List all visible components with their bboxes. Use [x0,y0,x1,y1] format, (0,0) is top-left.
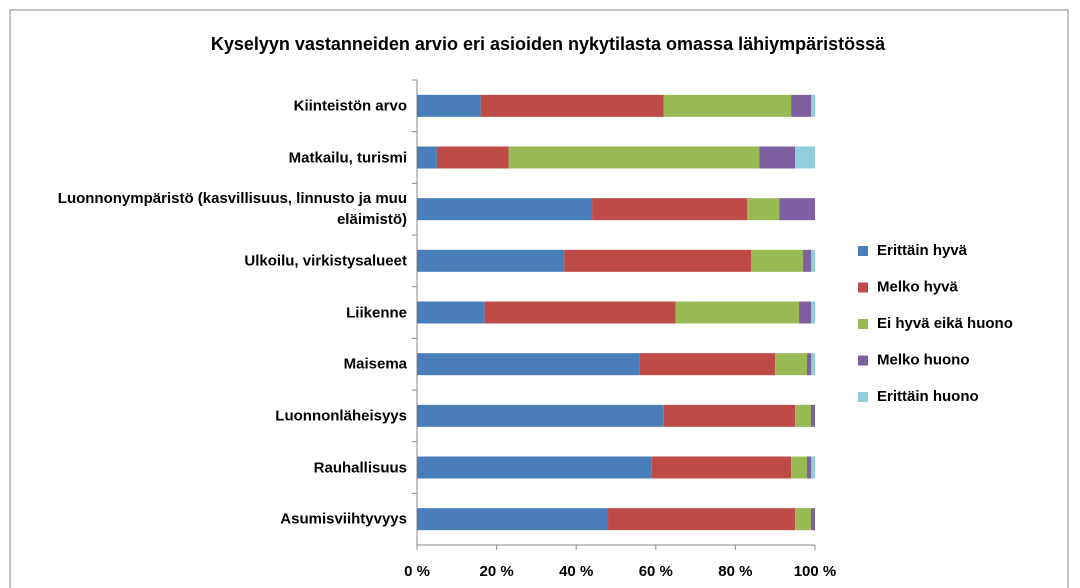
bar-segment [807,456,812,479]
y-tick-label: Kiinteistön arvo [293,97,407,115]
bar-segment [799,301,812,324]
bar-segment [608,508,796,531]
bar-segment [663,94,792,117]
bar-segment [803,249,812,272]
bar-segment [779,198,815,221]
bar-segment [811,404,815,427]
bar-segment [436,146,509,169]
bar-segment [747,198,780,221]
bar-segment [564,249,752,272]
bar-segment [811,94,815,117]
bar-segment [791,456,808,479]
bar-segment [417,146,437,169]
bar-segment [791,94,812,117]
bar-segment [508,146,760,169]
legend-swatch [858,355,868,366]
x-tick-label: 0 % [404,563,430,580]
bar-segment [811,301,815,324]
legend-swatch [858,319,868,329]
bar-segment [484,301,676,324]
y-tick-label: Ulkoilu, virkistysalueet [244,252,407,270]
bar-segment [417,94,481,117]
legend-swatch [858,282,868,293]
legend-swatch [858,246,868,256]
chart-title: Kyselyyn vastanneiden arvio eri asioiden… [211,34,886,54]
bar-segment [417,404,664,427]
y-tick-label: Maisema [343,355,407,373]
legend-label: Melko hyvä [877,278,959,295]
bar-segment [651,456,792,479]
x-tick-label: 60 % [639,563,673,580]
bar-segment [811,353,815,376]
bar-segment [417,249,565,272]
bar-segment [480,94,664,117]
x-tick-label: 100 % [794,563,837,580]
bar-segment [417,508,609,531]
y-tick-label: Luonnonympäristö (kasvillisuus, linnusto… [57,190,407,229]
bar-segment [417,301,485,324]
x-tick-label: 80 % [718,563,752,580]
bar-segment [592,198,748,221]
bar-segment [417,198,593,221]
y-tick-label: Asumisviihtyvyys [280,510,407,528]
bar-segment [417,353,640,376]
bar-segment [811,456,815,479]
bar-segment [759,146,796,169]
y-tick-label: Rauhallisuus [313,459,407,476]
bar-segment [795,508,812,531]
x-tick-label: 20 % [479,563,513,580]
bar-segment [663,404,796,427]
x-tick-label: 40 % [559,563,593,580]
bar-segment [795,146,815,169]
bar-segment [639,353,776,376]
legend-label: Ei hyvä eikä huono [877,315,1013,332]
bar-segment [807,353,812,376]
bar-segment [775,353,808,376]
bar-segment [811,249,815,272]
bar-segment [417,456,652,479]
y-tick-label: Luonnonläheisyys [275,407,407,425]
legend-label: Erittäin hyvä [877,242,968,259]
bar-segment [675,301,800,324]
bar-segment [811,508,815,531]
bar-segment [795,404,812,427]
legend-swatch [858,392,868,402]
y-tick-label: Matkailu, turismi [288,149,407,166]
bar-segment [751,249,804,272]
y-tick-label: Liikenne [346,304,407,321]
legend-label: Erittäin huono [877,388,979,405]
legend-label: Melko huono [877,351,970,368]
